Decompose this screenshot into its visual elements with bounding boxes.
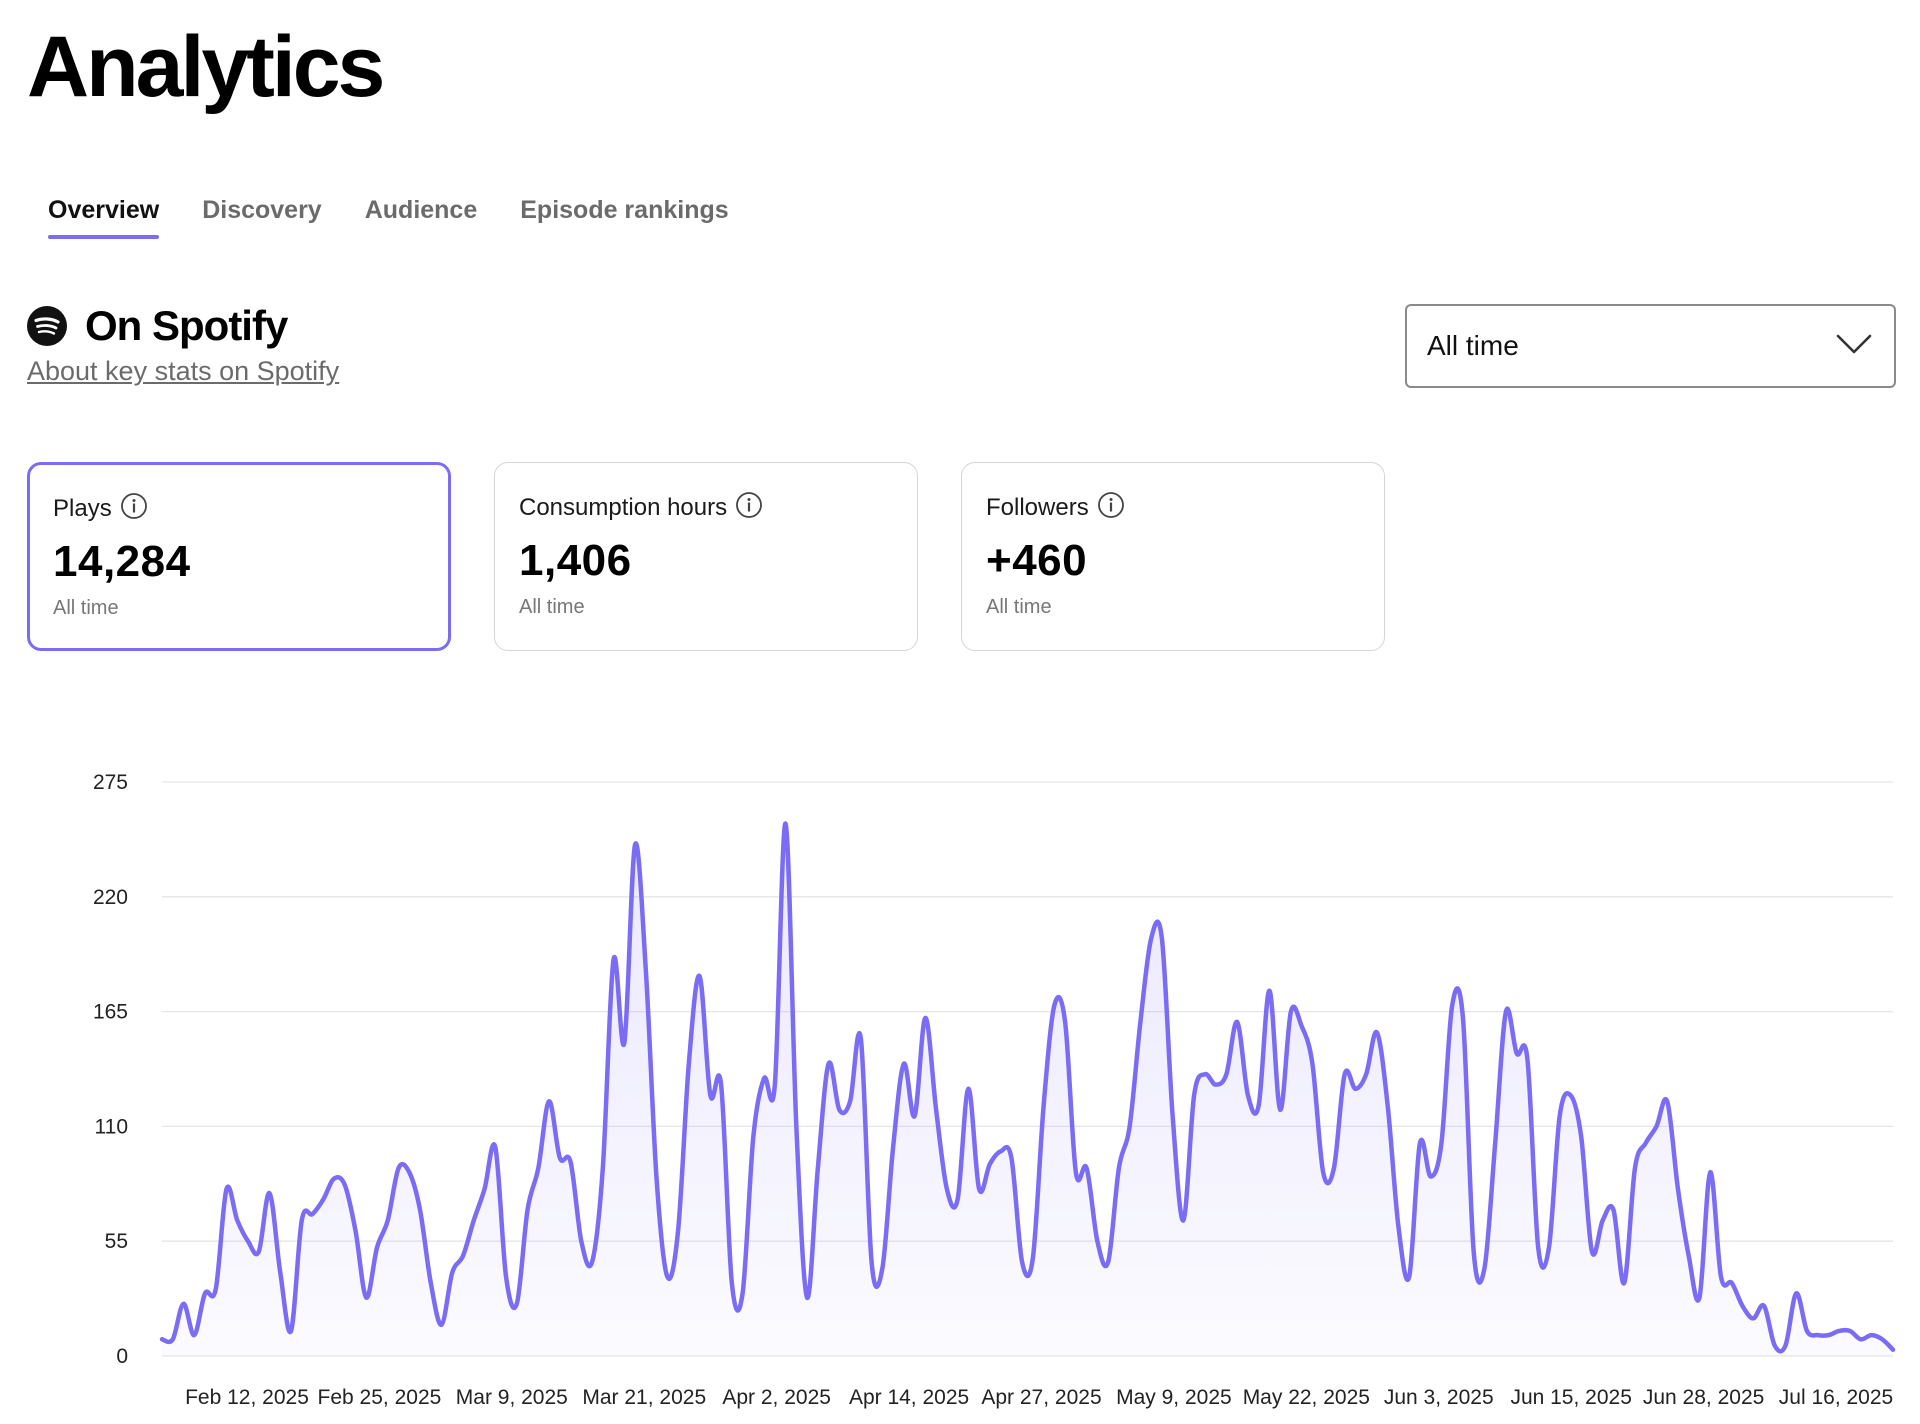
x-tick-label: Mar 9, 2025 <box>456 1386 568 1409</box>
x-tick-label: Jun 3, 2025 <box>1384 1386 1494 1409</box>
plays-area <box>162 823 1893 1356</box>
stat-label: Followers <box>986 493 1089 521</box>
stat-period: All time <box>53 597 119 619</box>
tab-overview[interactable]: Overview <box>48 196 160 239</box>
x-tick-label: Apr 27, 2025 <box>981 1386 1101 1409</box>
info-icon[interactable] <box>735 491 763 524</box>
date-range-value: All time <box>1427 330 1519 361</box>
plays-line <box>159 821 1896 1354</box>
x-tick-label: Jun 28, 2025 <box>1643 1386 1764 1409</box>
info-icon[interactable] <box>120 492 148 525</box>
x-tick-label: Mar 21, 2025 <box>582 1386 706 1409</box>
section-header: On Spotify <box>27 302 288 350</box>
stat-value: 1,406 <box>519 536 632 585</box>
plays-chart: 0 55 110 165 220 275 Feb 12, 2025 Feb 25, 2025 M… <box>0 760 1920 1424</box>
stat-label: Plays <box>53 494 112 522</box>
stat-period: All time <box>519 596 585 618</box>
x-tick-label: Feb 25, 2025 <box>318 1386 442 1409</box>
section-title: On Spotify <box>85 302 288 349</box>
stat-card-plays[interactable]: Plays 14,284 All time <box>27 462 451 651</box>
y-tick-label: 55 <box>105 1230 128 1253</box>
stat-cards: Plays 14,284 All time Consumption hours … <box>27 462 1385 651</box>
stat-value: +460 <box>986 536 1088 585</box>
x-tick-label: Jul 16, 2025 <box>1779 1386 1893 1409</box>
x-tick-label: May 9, 2025 <box>1116 1386 1232 1409</box>
x-tick-label: Apr 2, 2025 <box>722 1386 831 1409</box>
info-icon[interactable] <box>1097 491 1125 524</box>
x-tick-label: Feb 12, 2025 <box>185 1386 309 1409</box>
tab-episode-rankings[interactable]: Episode rankings <box>520 196 729 224</box>
stat-label: Consumption hours <box>519 493 728 521</box>
y-tick-label: 165 <box>93 1001 128 1024</box>
y-tick-label: 275 <box>93 771 128 794</box>
y-tick-label: 0 <box>116 1345 128 1368</box>
plays-chart-svg: 0 55 110 165 220 275 Feb 12, 2025 Feb 25, 2025 M… <box>93 771 1896 1409</box>
x-tick-label: May 22, 2025 <box>1243 1386 1370 1409</box>
tab-bar: Overview Discovery Audience Episode rank… <box>48 196 729 239</box>
x-tick-label: Apr 14, 2025 <box>849 1386 969 1409</box>
stat-value: 14,284 <box>53 537 191 586</box>
spotify-icon <box>27 306 67 346</box>
y-tick-label: 110 <box>95 1115 128 1138</box>
x-tick-label: Jun 15, 2025 <box>1510 1386 1631 1409</box>
chevron-down-icon <box>1836 333 1872 360</box>
stat-period: All time <box>986 596 1052 618</box>
tab-audience[interactable]: Audience <box>364 196 478 224</box>
stat-card-consumption-hours[interactable]: Consumption hours 1,406 All time <box>494 462 918 651</box>
about-key-stats-link[interactable]: About key stats on Spotify <box>27 356 340 386</box>
y-tick-label: 220 <box>93 886 128 909</box>
stat-card-followers[interactable]: Followers +460 All time <box>961 462 1385 651</box>
date-range-select[interactable]: All time <box>1405 304 1896 388</box>
tab-discovery[interactable]: Discovery <box>202 196 322 224</box>
page-title: Analytics <box>27 19 385 115</box>
